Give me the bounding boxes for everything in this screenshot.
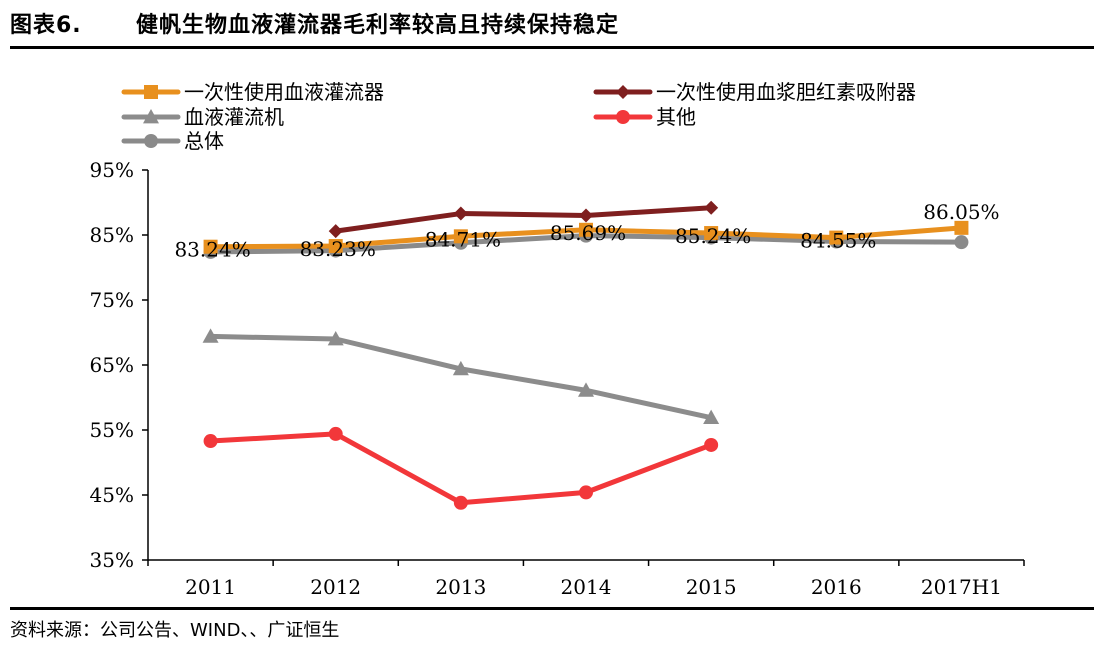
legend-swatch-marker	[616, 110, 630, 124]
series-point	[954, 235, 969, 250]
series-point	[203, 239, 218, 254]
legend-label: 一次性使用血液灌流器	[184, 80, 384, 104]
legend-item: 一次性使用血浆胆红素吸附器	[593, 80, 916, 104]
series-point	[579, 485, 593, 500]
series-point	[579, 208, 593, 223]
series-point	[328, 224, 343, 239]
series-point	[703, 409, 720, 425]
series-0	[203, 220, 969, 254]
series-point	[704, 437, 719, 452]
series-point	[829, 230, 844, 245]
data-label: 86.05%	[923, 200, 999, 224]
legend-swatch-marker	[143, 109, 159, 124]
data-label: 83.24%	[174, 238, 250, 262]
axes: 35% 45% 55% 65% 75% 85% 95% 2011 2012 2013 2014 201…	[90, 158, 1025, 599]
y-tick-label: 45%	[90, 483, 134, 507]
y-tick-label: 65%	[90, 353, 134, 377]
y-tick-label: 75%	[90, 288, 134, 312]
data-label-layer: 83.24% 83.23% 84.71% 85.69% 85.24% 84.55% 86.0…	[174, 200, 999, 262]
legend-label: 其他	[656, 105, 696, 129]
legend-swatch-marker	[144, 134, 158, 148]
series-point	[453, 206, 468, 221]
legend-item: 一次性使用血液灌流器	[121, 80, 384, 104]
series-point	[954, 220, 969, 235]
series-layer	[202, 200, 969, 510]
legend-swatch-marker	[144, 85, 158, 99]
chart-title-bar: 图表6. 健帆生物血液灌流器毛利率较高且持续保持稳定	[10, 8, 619, 44]
series-point	[579, 222, 593, 237]
series-point	[578, 382, 594, 397]
series-point	[328, 239, 343, 254]
data-label: 85.24%	[675, 224, 751, 248]
series-1	[328, 200, 719, 239]
series-line	[208, 333, 714, 421]
series-2	[202, 328, 720, 425]
y-tick-label: 95%	[90, 158, 134, 182]
source-note: 资料来源：公司公告、WIND、、广证恒生	[10, 620, 340, 641]
series-line	[208, 431, 714, 506]
legend-item: 血液灌流机	[121, 105, 284, 129]
data-label: 84.71%	[425, 227, 501, 251]
series-point	[327, 331, 344, 346]
series-point	[453, 495, 468, 510]
series-3	[203, 426, 719, 510]
y-tick-label: 55%	[90, 418, 134, 442]
series-point	[704, 226, 719, 241]
x-tick-label: 2017H1	[921, 575, 1002, 599]
x-tick-label: 2011	[185, 575, 236, 599]
y-tick-label: 85%	[90, 223, 134, 247]
legend-swatch-marker	[616, 85, 630, 99]
chart-title: 健帆生物血液灌流器毛利率较高且持续保持稳定	[136, 13, 620, 38]
series-point	[202, 328, 219, 343]
figure-label: 图表6.	[10, 13, 82, 38]
x-tick-label: 2013	[435, 575, 486, 599]
series-point	[203, 434, 218, 449]
x-tick-label: 2014	[561, 575, 612, 599]
legend-label: 血液灌流机	[184, 105, 284, 129]
series-point	[452, 360, 469, 376]
series-line	[333, 205, 714, 234]
legend-label: 一次性使用血浆胆红素吸附器	[656, 80, 916, 104]
bottom-rule	[10, 607, 1094, 610]
series-point	[453, 229, 468, 244]
top-rule	[10, 46, 1094, 49]
data-label: 84.55%	[800, 229, 876, 253]
x-tick-label: 2015	[686, 575, 737, 599]
data-label: 83.23%	[300, 237, 376, 261]
legend-label: 总体	[184, 129, 224, 153]
y-tick-label: 35%	[90, 548, 134, 572]
legend-item: 其他	[593, 105, 696, 129]
legend-item: 总体	[121, 129, 224, 153]
x-tick-label: 2012	[310, 575, 361, 599]
data-label: 85.69%	[550, 221, 626, 245]
series-point	[328, 426, 343, 441]
x-tick-label: 2016	[811, 575, 862, 599]
series-point	[704, 200, 719, 215]
